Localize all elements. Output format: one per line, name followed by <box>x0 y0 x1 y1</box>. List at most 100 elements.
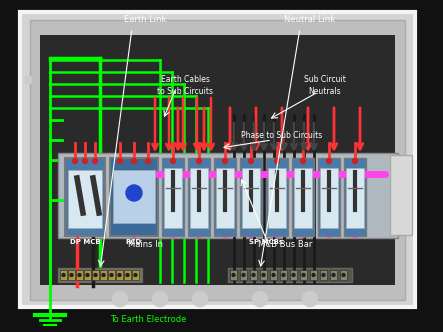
Bar <box>320 168 338 228</box>
Text: Neutral Link: Neutral Link <box>284 15 335 24</box>
Circle shape <box>152 291 168 307</box>
Circle shape <box>118 274 121 277</box>
Circle shape <box>312 274 315 277</box>
Circle shape <box>94 274 97 277</box>
Text: Earth Cables
to Sub Circuits: Earth Cables to Sub Circuits <box>157 75 213 96</box>
Bar <box>188 158 210 236</box>
Text: DP MCB: DP MCB <box>70 239 100 245</box>
Circle shape <box>272 274 275 277</box>
Text: Mains In: Mains In <box>128 240 163 249</box>
Circle shape <box>134 274 137 277</box>
Circle shape <box>132 158 136 163</box>
Circle shape <box>222 158 228 163</box>
Bar <box>300 270 307 280</box>
Circle shape <box>292 274 295 277</box>
Bar <box>340 270 347 280</box>
Bar <box>310 270 317 280</box>
Bar <box>290 270 297 280</box>
Circle shape <box>82 158 88 163</box>
Bar <box>108 270 115 280</box>
Bar <box>240 270 247 280</box>
Bar <box>242 168 260 228</box>
Bar <box>230 270 237 280</box>
Circle shape <box>126 274 129 277</box>
Bar <box>92 270 99 280</box>
Bar <box>116 270 123 280</box>
Text: MCB Bus Bar: MCB Bus Bar <box>258 240 312 249</box>
Circle shape <box>126 185 142 201</box>
Circle shape <box>342 274 345 277</box>
Bar <box>132 270 139 280</box>
Bar <box>76 270 83 280</box>
Bar <box>30 20 405 300</box>
Circle shape <box>93 158 97 163</box>
Circle shape <box>110 274 113 277</box>
Circle shape <box>332 274 335 277</box>
Bar <box>270 270 277 280</box>
Bar <box>124 270 131 280</box>
Bar <box>320 270 327 280</box>
Circle shape <box>145 158 151 163</box>
Bar <box>260 270 267 280</box>
Bar <box>20 12 415 307</box>
Bar <box>110 158 158 236</box>
Bar <box>60 270 67 280</box>
Circle shape <box>282 274 285 277</box>
Bar <box>268 168 286 228</box>
Circle shape <box>252 291 268 307</box>
Circle shape <box>117 158 123 163</box>
Circle shape <box>78 274 81 277</box>
Bar <box>58 153 398 238</box>
Bar <box>113 170 155 223</box>
Bar <box>58 268 142 282</box>
Bar <box>266 158 288 236</box>
Text: To Earth Electrode: To Earth Electrode <box>110 315 187 324</box>
Circle shape <box>302 291 318 307</box>
Circle shape <box>353 158 358 163</box>
Circle shape <box>275 158 280 163</box>
Circle shape <box>112 291 128 307</box>
Circle shape <box>86 274 89 277</box>
Bar <box>84 270 91 280</box>
Circle shape <box>242 274 245 277</box>
Circle shape <box>197 158 202 163</box>
Bar <box>330 270 337 280</box>
Circle shape <box>262 274 265 277</box>
Bar <box>164 168 182 228</box>
Circle shape <box>62 274 65 277</box>
Bar <box>294 168 312 228</box>
Bar <box>344 158 366 236</box>
Circle shape <box>192 291 208 307</box>
Circle shape <box>252 274 255 277</box>
Bar <box>65 158 105 236</box>
Circle shape <box>322 274 325 277</box>
Bar <box>346 168 364 228</box>
Bar <box>100 270 107 280</box>
Circle shape <box>300 158 306 163</box>
Text: Phase to Sub Circuits: Phase to Sub Circuits <box>241 131 323 140</box>
Bar <box>216 168 234 228</box>
Circle shape <box>302 274 305 277</box>
Circle shape <box>102 274 105 277</box>
Bar <box>280 270 287 280</box>
Bar <box>390 155 412 235</box>
Circle shape <box>24 76 32 84</box>
Circle shape <box>326 158 331 163</box>
Bar <box>240 158 262 236</box>
Circle shape <box>249 158 253 163</box>
Bar <box>40 35 395 285</box>
Text: Sub Circuit
Neutrals: Sub Circuit Neutrals <box>304 75 346 96</box>
Text: SP MCBs: SP MCBs <box>249 239 283 245</box>
Circle shape <box>232 274 235 277</box>
Bar <box>190 168 208 228</box>
Circle shape <box>171 158 175 163</box>
Bar <box>214 158 236 236</box>
Bar <box>318 158 340 236</box>
Bar <box>228 268 352 282</box>
Bar <box>68 270 75 280</box>
Circle shape <box>73 158 78 163</box>
Bar <box>250 270 257 280</box>
Text: Earth Link: Earth Link <box>124 15 166 24</box>
Bar <box>68 170 102 228</box>
Text: RCD: RCD <box>126 239 142 245</box>
